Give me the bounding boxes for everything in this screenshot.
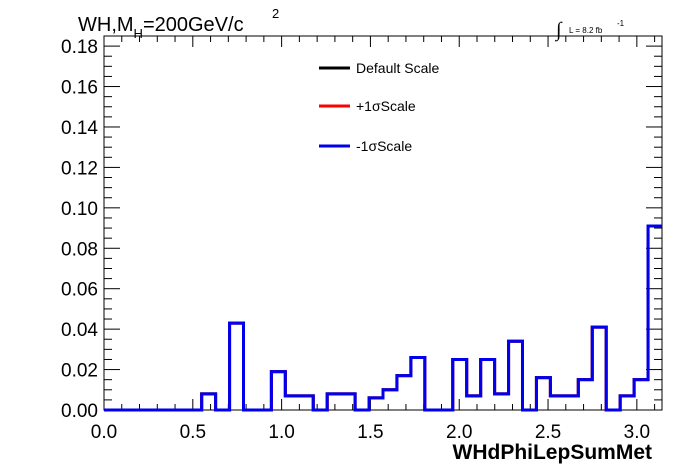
legend-label: -1σScale xyxy=(356,138,412,154)
y-tick-label: 0.04 xyxy=(61,320,98,341)
x-tick-label: 0.0 xyxy=(91,422,117,443)
lumi-text: L = 8.2 fb xyxy=(569,26,603,35)
legend: Default Scale +1σScale -1σScale xyxy=(319,60,439,154)
title-superscript: 2 xyxy=(272,6,279,21)
y-tick-label: 0.18 xyxy=(61,37,98,58)
y-tick-label: 0.12 xyxy=(61,158,98,179)
y-tick-label: 0.00 xyxy=(61,401,98,422)
x-tick-label: 1.0 xyxy=(268,422,294,443)
x-tick-label: 2.0 xyxy=(446,422,472,443)
legend-label: +1σScale xyxy=(356,98,416,114)
x-tick-label: 2.5 xyxy=(535,422,561,443)
chart-title: WH,MH=200GeV/c xyxy=(78,14,244,41)
series-line xyxy=(104,224,662,412)
axis-ticks xyxy=(103,35,662,411)
plot-frame xyxy=(103,35,663,411)
series-lines xyxy=(104,224,662,412)
y-tick-label: 0.10 xyxy=(61,199,98,220)
legend-label: Default Scale xyxy=(356,60,439,76)
y-tick-label: 0.14 xyxy=(61,118,98,139)
x-axis-label: WHdPhiLepSumMet xyxy=(453,441,653,464)
y-tick-label: 0.08 xyxy=(61,239,98,260)
x-tick-labels: 0.0 0.5 1.0 1.5 2.0 2.5 3.0 xyxy=(91,422,650,443)
y-tick-label: 0.02 xyxy=(61,361,98,382)
title-subscript: H xyxy=(134,26,143,41)
y-tick-label: 0.06 xyxy=(61,280,98,301)
y-tick-label: 0.16 xyxy=(61,78,98,99)
lumi-integral-sign: ∫ xyxy=(554,19,563,42)
lumi-superscript: -1 xyxy=(617,19,625,28)
y-tick-labels: 0.00 0.02 0.04 0.06 0.08 0.10 0.12 0.14 0.16 0.18 xyxy=(61,37,98,422)
x-tick-label: 0.5 xyxy=(180,422,206,443)
x-tick-label: 1.5 xyxy=(357,422,383,443)
x-tick-label: 3.0 xyxy=(624,422,650,443)
